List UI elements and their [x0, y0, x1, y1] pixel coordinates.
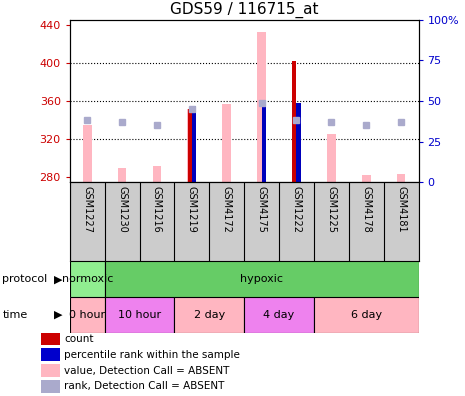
Text: rank, Detection Call = ABSENT: rank, Detection Call = ABSENT [65, 381, 225, 392]
Text: 0 hour: 0 hour [69, 310, 105, 320]
Text: GSM1222: GSM1222 [292, 186, 301, 233]
Bar [41, 380, 60, 393]
Title: GDS59 / 116715_at: GDS59 / 116715_at [170, 2, 319, 19]
Bar [70, 261, 105, 297]
Bar [187, 109, 192, 182]
Text: GSM4178: GSM4178 [361, 186, 371, 233]
Text: GSM1219: GSM1219 [187, 186, 197, 233]
Text: protocol: protocol [2, 274, 47, 284]
Text: time: time [2, 310, 27, 320]
Text: 4 day: 4 day [263, 310, 295, 320]
Bar [174, 297, 244, 333]
Bar [105, 297, 174, 333]
Text: value, Detection Call = ABSENT: value, Detection Call = ABSENT [65, 366, 230, 376]
Text: hypoxic: hypoxic [240, 274, 283, 284]
Bar [83, 125, 92, 182]
Bar [70, 297, 105, 333]
Bar [257, 32, 266, 182]
Bar [261, 103, 266, 182]
Bar [41, 333, 60, 345]
Text: GSM1227: GSM1227 [82, 186, 92, 233]
Bar [297, 103, 300, 182]
Bar [187, 109, 196, 182]
Bar [327, 134, 336, 182]
Text: 10 hour: 10 hour [118, 310, 161, 320]
Text: ▶: ▶ [53, 310, 62, 320]
Bar [118, 168, 126, 182]
Bar [397, 173, 405, 182]
Bar [314, 297, 418, 333]
Text: GSM4181: GSM4181 [396, 186, 406, 233]
Bar [222, 104, 231, 182]
Text: normoxic: normoxic [61, 274, 113, 284]
Text: GSM1230: GSM1230 [117, 186, 127, 233]
Bar [292, 61, 297, 182]
Text: GSM4175: GSM4175 [257, 186, 266, 233]
Bar [244, 297, 314, 333]
Text: GSM1225: GSM1225 [326, 186, 336, 233]
Bar [153, 166, 161, 182]
Text: 6 day: 6 day [351, 310, 382, 320]
Text: GSM1216: GSM1216 [152, 186, 162, 233]
Text: count: count [65, 334, 94, 344]
Bar [41, 348, 60, 361]
Text: 2 day: 2 day [193, 310, 225, 320]
Text: percentile rank within the sample: percentile rank within the sample [65, 350, 240, 360]
Text: GSM4172: GSM4172 [222, 186, 232, 233]
Bar [362, 175, 371, 182]
Bar [192, 106, 196, 182]
Text: ▶: ▶ [53, 274, 62, 284]
Bar [41, 364, 60, 377]
